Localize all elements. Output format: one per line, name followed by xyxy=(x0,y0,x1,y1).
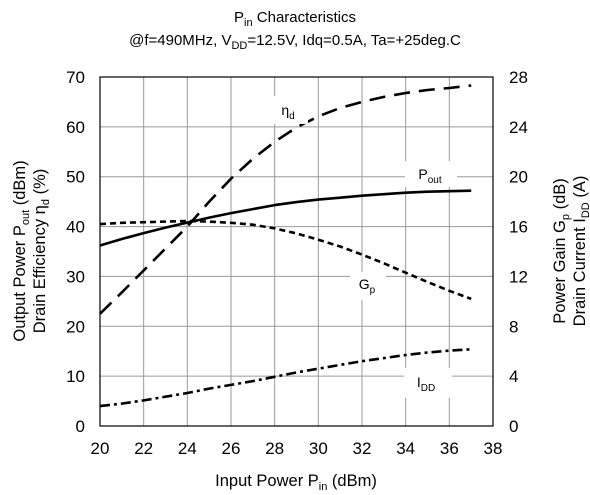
chart-title-line2: @f=490MHz, VDD=12.5V, Idq=0.5A, Ta=+25de… xyxy=(129,32,461,52)
y-left-axis-title: Output Power Pout (dBm) Drain Efficiency… xyxy=(11,160,52,341)
label-pout: Pout xyxy=(405,161,457,187)
series-line-p-out xyxy=(99,189,472,247)
svg-text:ηd: ηd xyxy=(281,102,294,122)
y-right-tick-label: 4 xyxy=(509,367,518,386)
plot-frame xyxy=(99,76,494,427)
x-tick-label: 34 xyxy=(396,439,415,458)
x-tick-labels: 20 22 24 26 28 30 32 34 36 38 xyxy=(91,439,503,458)
y-right-tick-label: 24 xyxy=(509,118,528,137)
y-right-axis-title: Power Gain Gp (dB) Drain Current IDD (A) xyxy=(551,176,590,327)
svg-text:Gp: Gp xyxy=(359,276,376,296)
series-line-g-p xyxy=(99,219,472,301)
y-left-tick-label: 40 xyxy=(66,218,85,237)
y-left-tick-label: 60 xyxy=(66,118,85,137)
label-eta-d: ηd xyxy=(268,96,308,124)
x-tick-label: 30 xyxy=(309,439,328,458)
y-right-tick-labels: 0 4 8 12 16 20 24 28 xyxy=(509,68,528,436)
x-tick-label: 28 xyxy=(265,439,284,458)
y-left-tick-label: 30 xyxy=(66,267,85,286)
y-left-tick-label: 10 xyxy=(66,367,85,386)
y-left-tick-label: 50 xyxy=(66,168,85,187)
label-idd: IDD xyxy=(404,368,452,398)
x-tick-label: 22 xyxy=(134,439,153,458)
chart-title-line1: Pin Characteristics xyxy=(234,9,356,29)
x-axis-title: Input Power Pin (dBm) xyxy=(215,472,377,493)
y-right-tick-label: 8 xyxy=(509,317,518,336)
y-left-title-line2: Drain Efficiency ηd (%) xyxy=(31,169,52,333)
y-right-tick-label: 28 xyxy=(509,68,528,87)
y-right-tick-label: 0 xyxy=(509,417,518,436)
x-tick-label: 26 xyxy=(222,439,241,458)
y-right-tick-label: 12 xyxy=(509,267,528,286)
series-lines xyxy=(99,84,472,408)
y-left-tick-label: 0 xyxy=(76,417,85,436)
svg-text:IDD: IDD xyxy=(417,374,435,394)
svg-text:Pout: Pout xyxy=(418,166,441,186)
x-tick-label: 20 xyxy=(91,439,110,458)
x-tick-label: 38 xyxy=(484,439,503,458)
x-tick-label: 36 xyxy=(440,439,459,458)
label-gp: Gp xyxy=(350,272,386,300)
x-tick-label: 32 xyxy=(353,439,372,458)
y-right-tick-label: 16 xyxy=(509,218,528,237)
y-right-title-line2: Drain Current IDD (A) xyxy=(571,176,590,327)
y-left-tick-label: 20 xyxy=(66,317,85,336)
y-right-tick-label: 20 xyxy=(509,168,528,187)
series-line--d xyxy=(99,84,472,315)
y-left-title-line1: Output Power Pout (dBm) xyxy=(11,160,32,341)
x-tick-label: 24 xyxy=(178,439,197,458)
y-right-title-line1: Power Gain Gp (dB) xyxy=(551,178,572,324)
y-left-tick-label: 70 xyxy=(66,68,85,87)
y-left-tick-labels: 0 10 20 30 40 50 60 70 xyxy=(66,68,85,436)
